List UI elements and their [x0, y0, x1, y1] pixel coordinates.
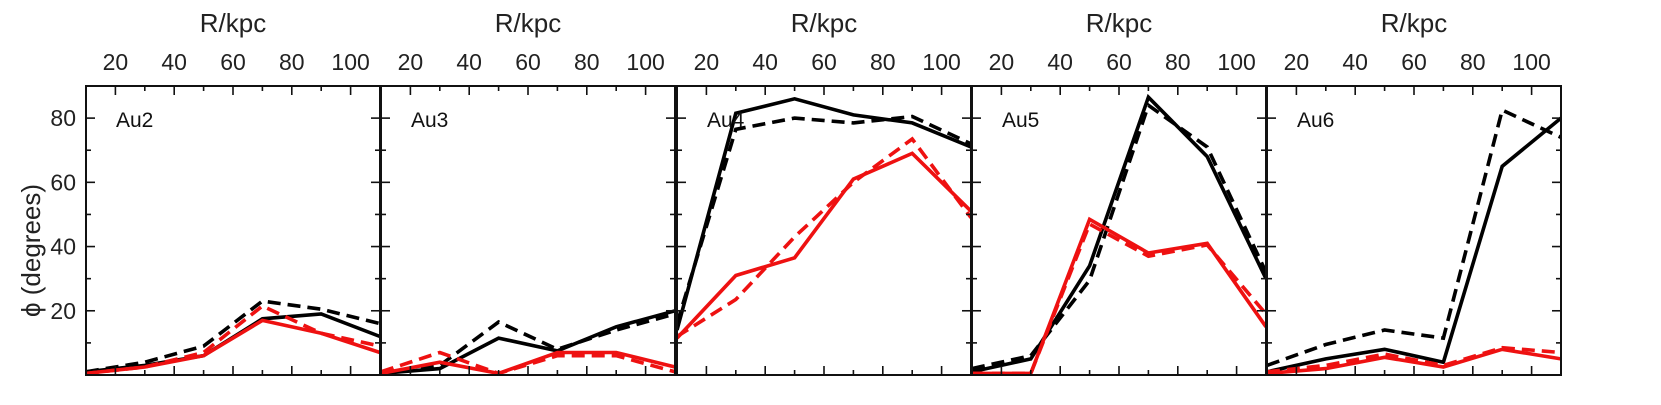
panel-au6: R/kpc 20 40 60 80 100 Au6 [1266, 8, 1562, 376]
series-group [86, 299, 380, 375]
x-tick-label: 80 [1460, 49, 1486, 75]
panel-au4: R/kpc 20 40 60 80 100 Au4 [676, 8, 972, 376]
x-tick-label: 60 [220, 49, 246, 75]
panel-label: Au3 [411, 109, 448, 132]
x-tick-label: 60 [1401, 49, 1427, 75]
panel-label: Au6 [1297, 109, 1334, 132]
series-red-dashed [86, 303, 380, 375]
series-black-dashed [972, 102, 1266, 371]
x-tick-label: 100 [331, 49, 369, 75]
series-red-solid [972, 216, 1266, 375]
series-group [972, 93, 1266, 375]
x-tick-label: 40 [161, 49, 187, 75]
series-red-solid [1267, 347, 1561, 375]
x-tick-label: 100 [922, 49, 960, 75]
x-tick-label: 20 [398, 49, 424, 75]
series-group [677, 96, 971, 340]
x-tick-label: 40 [1342, 49, 1368, 75]
panel-label: Au5 [1002, 109, 1039, 132]
x-tick-label: 40 [1047, 49, 1073, 75]
x-axis-title: R/kpc [1381, 8, 1447, 38]
x-tick-label: 40 [752, 49, 778, 75]
y-axis-title: ϕ (degrees) [16, 184, 46, 317]
series-black-solid [1267, 116, 1561, 374]
series-black-solid [381, 309, 675, 375]
series-black-dashed [1267, 107, 1561, 368]
series-red-dashed [381, 350, 675, 375]
series-black-solid [677, 96, 971, 331]
x-tick-label: 60 [515, 49, 541, 75]
panel-label: Au2 [116, 109, 153, 132]
series-black-dashed [86, 299, 380, 374]
x-tick-label: 20 [103, 49, 129, 75]
series-red-dashed [1267, 345, 1561, 374]
x-axis-title: R/kpc [1086, 8, 1152, 38]
x-axis-title: R/kpc [495, 8, 561, 38]
x-tick-label: 60 [1106, 49, 1132, 75]
x-tick-label: 80 [1165, 49, 1191, 75]
x-tick-label: 20 [1284, 49, 1310, 75]
x-tick-label: 80 [574, 49, 600, 75]
series-red-solid [381, 350, 675, 375]
panel-label: Au4 [707, 109, 745, 132]
y-tick-label: 40 [50, 234, 76, 260]
y-tick-label: 20 [50, 298, 76, 324]
series-group [1267, 107, 1561, 375]
panel-au5: R/kpc 20 40 60 80 100 Au5 [971, 8, 1267, 376]
x-tick-label: 40 [456, 49, 482, 75]
y-tick-label: 60 [50, 169, 76, 195]
x-tick-label: 60 [811, 49, 837, 75]
x-tick-label: 100 [1217, 49, 1255, 75]
x-tick-label: 20 [989, 49, 1015, 75]
x-axis-title: R/kpc [791, 8, 857, 38]
x-tick-label: 100 [1512, 49, 1550, 75]
x-tick-label: 80 [870, 49, 896, 75]
series-black-solid [972, 93, 1266, 374]
panel-au2: R/kpc 20 40 60 80 100 Au2 [85, 8, 381, 376]
y-tick-label: 80 [50, 105, 76, 131]
x-tick-label: 80 [279, 49, 305, 75]
series-red-dashed [972, 221, 1266, 375]
x-tick-label: 100 [626, 49, 664, 75]
series-red-dashed [677, 136, 971, 339]
x-axis-title: R/kpc [200, 8, 266, 38]
series-red-solid [677, 151, 971, 340]
x-tick-label: 20 [694, 49, 720, 75]
panel-au3: R/kpc 20 40 60 80 100 Au3 [380, 8, 676, 376]
series-black-dashed [381, 312, 675, 374]
series-group [381, 309, 675, 375]
series-black-dashed [677, 114, 971, 325]
